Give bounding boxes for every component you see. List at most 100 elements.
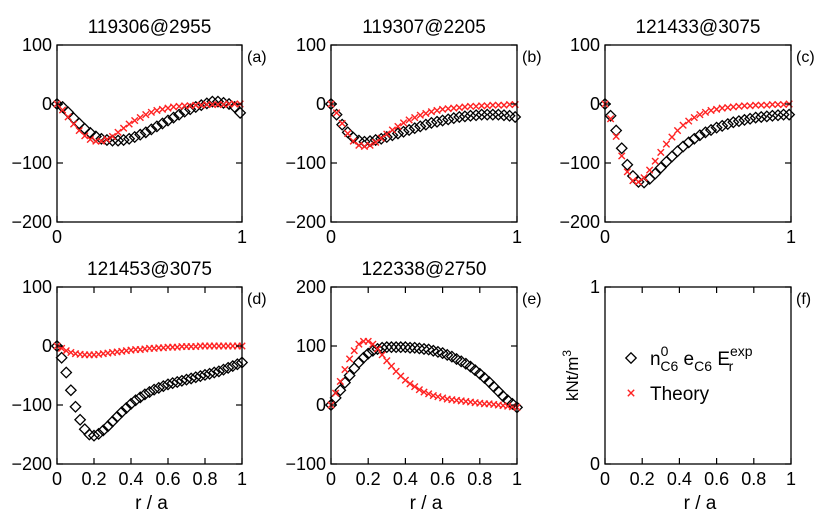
data-point xyxy=(704,123,718,137)
data-point xyxy=(651,157,659,165)
data-point xyxy=(475,108,488,121)
data-point xyxy=(505,100,514,109)
data-point xyxy=(629,177,637,185)
data-point xyxy=(78,122,91,135)
data-point xyxy=(373,345,382,353)
data-point xyxy=(362,347,375,360)
data-point xyxy=(604,109,617,122)
data-point xyxy=(665,150,679,163)
theory-series xyxy=(327,100,519,151)
data-point xyxy=(106,134,119,147)
data-point xyxy=(153,106,161,115)
data-point xyxy=(97,424,110,437)
data-point xyxy=(707,106,715,115)
data-point xyxy=(755,110,768,124)
data-point xyxy=(612,132,620,141)
data-point xyxy=(75,126,83,135)
data-point xyxy=(172,108,186,121)
data-point xyxy=(355,340,363,348)
data-point xyxy=(178,105,191,118)
data-point xyxy=(408,341,421,354)
x-tick-label: 0 xyxy=(600,469,610,489)
data-point xyxy=(330,108,343,121)
data-point xyxy=(413,342,426,355)
experiment-series xyxy=(50,95,247,147)
x-tick-label: 1 xyxy=(512,227,522,247)
y-tick-label: 100 xyxy=(570,35,600,55)
data-point xyxy=(673,126,682,135)
data-point xyxy=(506,397,519,410)
data-point xyxy=(343,369,356,382)
data-point xyxy=(416,111,424,119)
data-point xyxy=(399,341,412,354)
data-point xyxy=(397,125,410,138)
data-point xyxy=(87,429,101,442)
x-tick-label: 0.8 xyxy=(467,469,492,489)
data-point xyxy=(411,383,419,391)
data-point xyxy=(679,121,687,129)
data-point xyxy=(203,367,216,380)
data-point xyxy=(494,101,503,109)
data-point xyxy=(701,108,710,116)
data-point xyxy=(338,119,346,128)
data-point xyxy=(69,120,78,128)
data-point xyxy=(403,341,417,354)
y-tick-label: −100 xyxy=(11,395,52,415)
data-point xyxy=(136,113,144,122)
data-point xyxy=(143,385,156,399)
y-tick-label: −200 xyxy=(11,212,52,232)
data-point xyxy=(164,104,172,112)
data-point xyxy=(158,105,167,114)
data-point xyxy=(377,134,385,142)
data-point xyxy=(771,109,785,122)
data-point xyxy=(760,110,773,123)
experiment-series xyxy=(324,341,524,414)
x-tick-label: 0.4 xyxy=(393,469,418,489)
data-point xyxy=(657,148,665,157)
data-point xyxy=(721,117,734,131)
data-point xyxy=(442,113,455,126)
data-point xyxy=(344,129,352,138)
y-tick-label: −100 xyxy=(285,153,326,173)
data-point xyxy=(214,100,222,109)
x-tick-label: 0.2 xyxy=(356,469,381,489)
data-point xyxy=(427,344,440,357)
data-point xyxy=(693,129,706,142)
data-point xyxy=(128,130,141,144)
plot-frame xyxy=(56,286,243,465)
panel-label: (f) xyxy=(796,291,811,308)
data-point xyxy=(55,351,68,364)
data-point xyxy=(434,393,442,401)
y-tick-label: −200 xyxy=(285,212,326,232)
data-point xyxy=(161,114,175,127)
data-point xyxy=(101,420,114,433)
y-tick-label: −200 xyxy=(11,454,52,474)
data-point xyxy=(690,113,698,122)
data-point xyxy=(350,347,358,355)
data-point xyxy=(185,372,198,385)
data-point xyxy=(366,344,379,357)
data-point xyxy=(331,389,340,397)
x-tick-label: 1 xyxy=(237,227,247,247)
panel-title: 122338@2750 xyxy=(362,259,487,280)
data-point xyxy=(378,351,386,359)
data-point xyxy=(212,365,225,378)
panel-label: (b) xyxy=(522,49,542,66)
y-tick-label: 100 xyxy=(296,336,326,356)
data-point xyxy=(147,108,156,116)
x-tick-label: 1 xyxy=(512,469,522,489)
panel-title: 119307@2205 xyxy=(362,17,486,38)
data-point xyxy=(668,133,676,141)
plot-frame xyxy=(330,286,518,465)
data-point xyxy=(458,110,472,123)
data-point xyxy=(774,100,782,109)
data-point xyxy=(345,355,354,363)
data-point xyxy=(662,140,671,148)
data-point xyxy=(383,130,391,138)
data-point xyxy=(369,133,382,147)
data-point xyxy=(738,113,751,127)
data-point xyxy=(405,116,413,124)
data-point xyxy=(117,133,130,147)
legend-marker-theory xyxy=(627,389,635,397)
